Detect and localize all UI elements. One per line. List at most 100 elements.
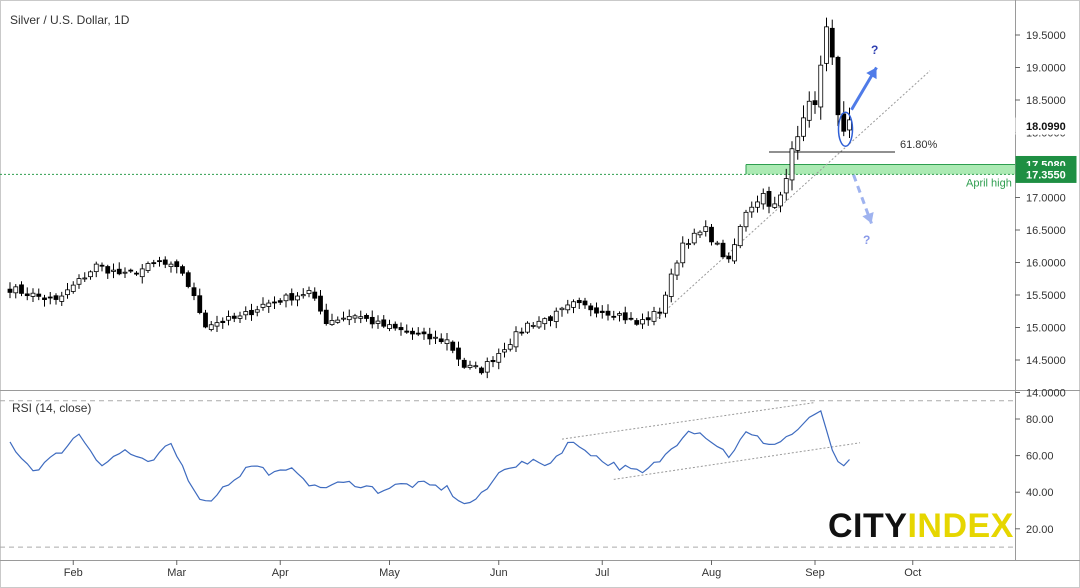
candle-body <box>433 336 438 339</box>
price-tick-label: 14.5000 <box>1026 355 1066 367</box>
candle-body <box>686 243 691 246</box>
candle-body <box>801 117 806 137</box>
candle-body <box>134 272 139 275</box>
candle-body <box>824 26 829 64</box>
watermark-part-index: INDEX <box>907 507 1013 545</box>
time-tick-label: Aug <box>702 567 722 579</box>
candle-body <box>13 286 19 294</box>
candle-body <box>139 268 145 278</box>
candle-body <box>387 324 392 329</box>
candle-body <box>237 315 243 319</box>
candle-body <box>203 312 208 328</box>
candle-body <box>59 295 65 302</box>
candle-body <box>772 203 778 208</box>
price-axis: 19.500019.000018.500018.000017.000016.50… <box>1015 30 1066 400</box>
last-price-label: 18.0990 <box>1026 121 1066 133</box>
price-tick-label: 18.5000 <box>1026 95 1066 107</box>
candle-body <box>783 178 789 194</box>
candle-body <box>220 320 226 323</box>
candle-body <box>502 349 507 353</box>
candle-body <box>122 271 128 274</box>
watermark-part-city: CITY <box>828 507 907 545</box>
candle-body <box>691 232 697 244</box>
support-zone <box>746 164 1015 175</box>
candle-body <box>36 293 42 297</box>
candle-body <box>404 330 410 333</box>
time-tick-label: Mar <box>167 567 186 579</box>
candle-body <box>634 320 640 325</box>
candle-body <box>427 333 433 340</box>
candle-body <box>749 206 755 213</box>
candle-body <box>697 231 703 236</box>
time-tick-label: Jul <box>595 567 609 579</box>
candle-body <box>266 302 272 307</box>
candle-body <box>490 359 496 363</box>
candle-body <box>818 64 824 108</box>
candle-body <box>668 273 674 297</box>
candle-body <box>24 293 30 297</box>
candle-body <box>329 320 335 326</box>
candle-body <box>277 300 283 303</box>
price-tick-label: 14.0000 <box>1026 388 1066 400</box>
candle-body <box>743 211 749 228</box>
candle-body <box>145 263 151 271</box>
candle-body <box>456 347 461 360</box>
price-tick-label: 15.0000 <box>1026 323 1066 335</box>
candle-body <box>484 361 490 373</box>
time-tick-label: May <box>379 567 400 579</box>
candle-body <box>208 324 214 330</box>
watermark: CITYINDEX <box>828 507 1014 545</box>
zone-bottom-price-label-bg <box>1015 165 1077 183</box>
candle-body <box>450 341 456 351</box>
candle-body <box>191 287 197 297</box>
candle-body <box>116 268 122 275</box>
candle-body <box>473 365 479 368</box>
arrow-up <box>850 66 878 111</box>
candle-body <box>622 312 628 321</box>
candle-body <box>174 261 180 268</box>
candle-body <box>375 320 381 324</box>
question-mark-up: ? <box>871 43 878 57</box>
candle-body <box>70 284 76 292</box>
candle-body <box>559 307 565 311</box>
candle-body <box>272 301 277 304</box>
rsi-tick-label: 80.00 <box>1026 414 1054 426</box>
candle-body <box>352 315 358 319</box>
candle-body <box>663 294 668 314</box>
rsi-channel-upper <box>561 402 816 440</box>
candle-body <box>525 322 530 333</box>
candle-body <box>335 319 341 323</box>
rsi-line <box>9 410 850 505</box>
rsi-channel <box>561 402 861 480</box>
candle-body <box>651 311 657 322</box>
candle-body <box>243 311 249 316</box>
candle-body <box>553 310 559 322</box>
candle-body <box>714 242 720 245</box>
candle-body <box>381 319 387 327</box>
candle-body <box>157 260 162 263</box>
candles <box>7 17 852 379</box>
fib-618-label: 61.80% <box>900 139 938 151</box>
candle-body <box>703 226 709 232</box>
last-price-label-bg <box>1015 117 1077 135</box>
candle-body <box>410 330 415 335</box>
candle-body <box>444 339 450 344</box>
time-tick-label: Feb <box>64 567 83 579</box>
price-tick-label: 19.0000 <box>1026 63 1066 75</box>
time-tick-label: Oct <box>904 567 921 579</box>
candle-body <box>841 113 847 132</box>
candle-body <box>438 338 444 343</box>
candle-body <box>806 100 812 121</box>
rsi-tick-label: 40.00 <box>1026 487 1054 499</box>
zone-bottom-price-label: 17.3550 <box>1026 169 1066 181</box>
candle-body <box>726 255 732 260</box>
candle-body <box>295 295 300 301</box>
candle-body <box>180 266 185 274</box>
candle-body <box>283 294 289 302</box>
candle-body <box>30 292 36 297</box>
candle-body <box>479 367 484 374</box>
rsi-tick-label: 60.00 <box>1026 451 1054 463</box>
